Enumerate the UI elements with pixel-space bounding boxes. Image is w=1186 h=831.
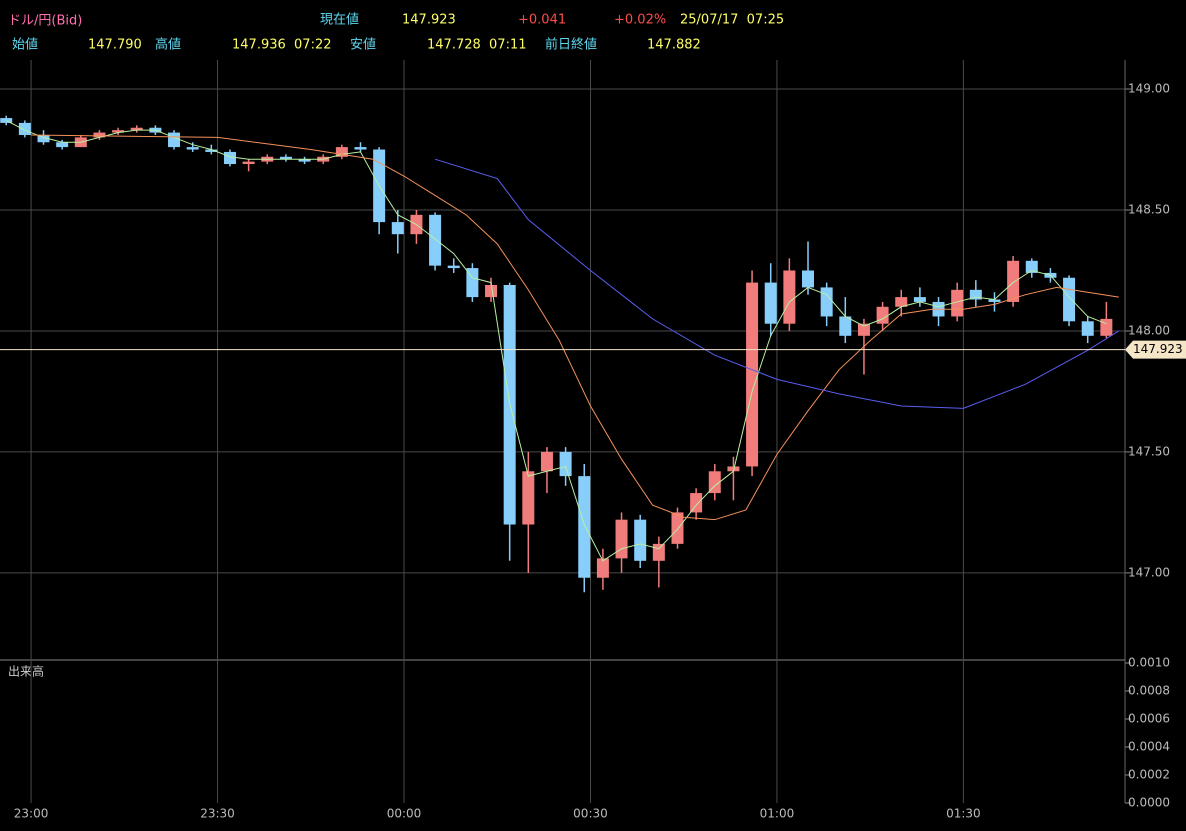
candle-body <box>223 151 236 165</box>
y-tick-label: 0.0008 <box>1128 684 1170 698</box>
candle-body <box>578 476 591 578</box>
x-tick-label: 23:00 <box>14 807 49 821</box>
stat-value: 147.936 07:22 <box>232 38 332 53</box>
candle-body <box>969 289 982 300</box>
candle-body <box>727 466 740 472</box>
last-price-label: 147.923 <box>1133 342 1183 356</box>
candle-body <box>895 297 908 307</box>
moving-average <box>5 120 1107 562</box>
candle-body <box>596 558 609 578</box>
candle-body <box>186 147 199 150</box>
y-tick-label: 0.0000 <box>1128 796 1170 810</box>
candle-body <box>652 543 665 561</box>
stat-label: 高値 <box>155 37 181 53</box>
candle-body <box>522 471 535 525</box>
x-tick-label: 01:00 <box>760 807 795 821</box>
volume-label: 出来高 <box>8 664 44 679</box>
candle-body <box>0 118 13 123</box>
moving-average <box>434 158 1120 409</box>
y-tick-label: 148.00 <box>1128 323 1170 337</box>
candle-body <box>93 132 106 138</box>
y-tick-label: 0.0002 <box>1128 768 1170 782</box>
datetime: 25/07/17 07:25 <box>680 13 784 28</box>
candle-body <box>37 135 50 143</box>
candle-body <box>279 156 292 160</box>
candle-body <box>242 161 255 165</box>
moving-average <box>31 134 1119 521</box>
y-tick-label: 0.0006 <box>1128 712 1170 726</box>
candle-body <box>18 122 31 135</box>
stat-label: 前日終値 <box>545 37 597 53</box>
stat-label: 始値 <box>12 37 38 53</box>
x-tick-label: 00:00 <box>387 807 422 821</box>
candle-body <box>1025 260 1038 273</box>
current-label: 現在値 <box>320 12 359 28</box>
stat-label: 安値 <box>350 37 376 53</box>
candle-body <box>913 297 926 302</box>
candle-body <box>429 214 442 266</box>
candle-body <box>559 451 572 477</box>
candle-body <box>764 282 777 324</box>
x-tick-label: 23:30 <box>200 807 235 821</box>
stat-value: 147.790 <box>88 38 142 53</box>
candle-body <box>988 299 1001 302</box>
change: +0.041 <box>518 13 566 28</box>
candle-body <box>391 222 404 235</box>
current-value: 147.923 <box>402 13 456 28</box>
candle-body <box>354 147 367 150</box>
candle-body <box>466 268 479 298</box>
candle-body <box>802 270 815 288</box>
candle-body <box>540 451 553 472</box>
candle-body <box>56 142 69 148</box>
candle-body <box>168 132 181 148</box>
candle-body <box>615 519 628 559</box>
y-tick-label: 0.0010 <box>1128 656 1170 670</box>
candle-body <box>335 147 348 157</box>
candle-body <box>1100 318 1113 336</box>
y-tick-label: 147.50 <box>1128 444 1170 458</box>
candle-body <box>130 127 143 131</box>
candle-body <box>708 471 721 494</box>
candle-body <box>112 130 125 133</box>
candle-body <box>1081 321 1094 336</box>
candle-body <box>485 285 498 298</box>
stat-value: 147.882 <box>647 38 701 53</box>
candle-body <box>671 512 684 544</box>
candle-body <box>447 265 460 269</box>
candle-body <box>783 270 796 324</box>
candle-body <box>746 282 759 467</box>
stat-value: 147.728 07:11 <box>427 38 527 53</box>
candle-body <box>839 316 852 336</box>
y-tick-label: 149.00 <box>1128 82 1170 96</box>
candle-body <box>634 519 647 561</box>
candle-body <box>820 287 833 317</box>
candle-body <box>951 289 964 317</box>
candle-body <box>1063 277 1076 322</box>
candle-body <box>205 149 218 152</box>
candle-body <box>857 323 870 336</box>
candle-body <box>298 159 311 162</box>
candle-body <box>690 493 703 513</box>
x-tick-label: 00:30 <box>573 807 608 821</box>
y-tick-label: 147.00 <box>1128 565 1170 579</box>
last-price-tag <box>1125 340 1186 359</box>
candle-body <box>1007 260 1020 302</box>
y-tick-label: 148.50 <box>1128 203 1170 217</box>
x-tick-label: 01:30 <box>946 807 981 821</box>
candle-body <box>876 306 889 324</box>
change-pct: +0.02% <box>614 13 666 28</box>
chart-title: ドル/円(Bid) <box>8 14 82 29</box>
y-tick-label: 0.0004 <box>1128 740 1170 754</box>
